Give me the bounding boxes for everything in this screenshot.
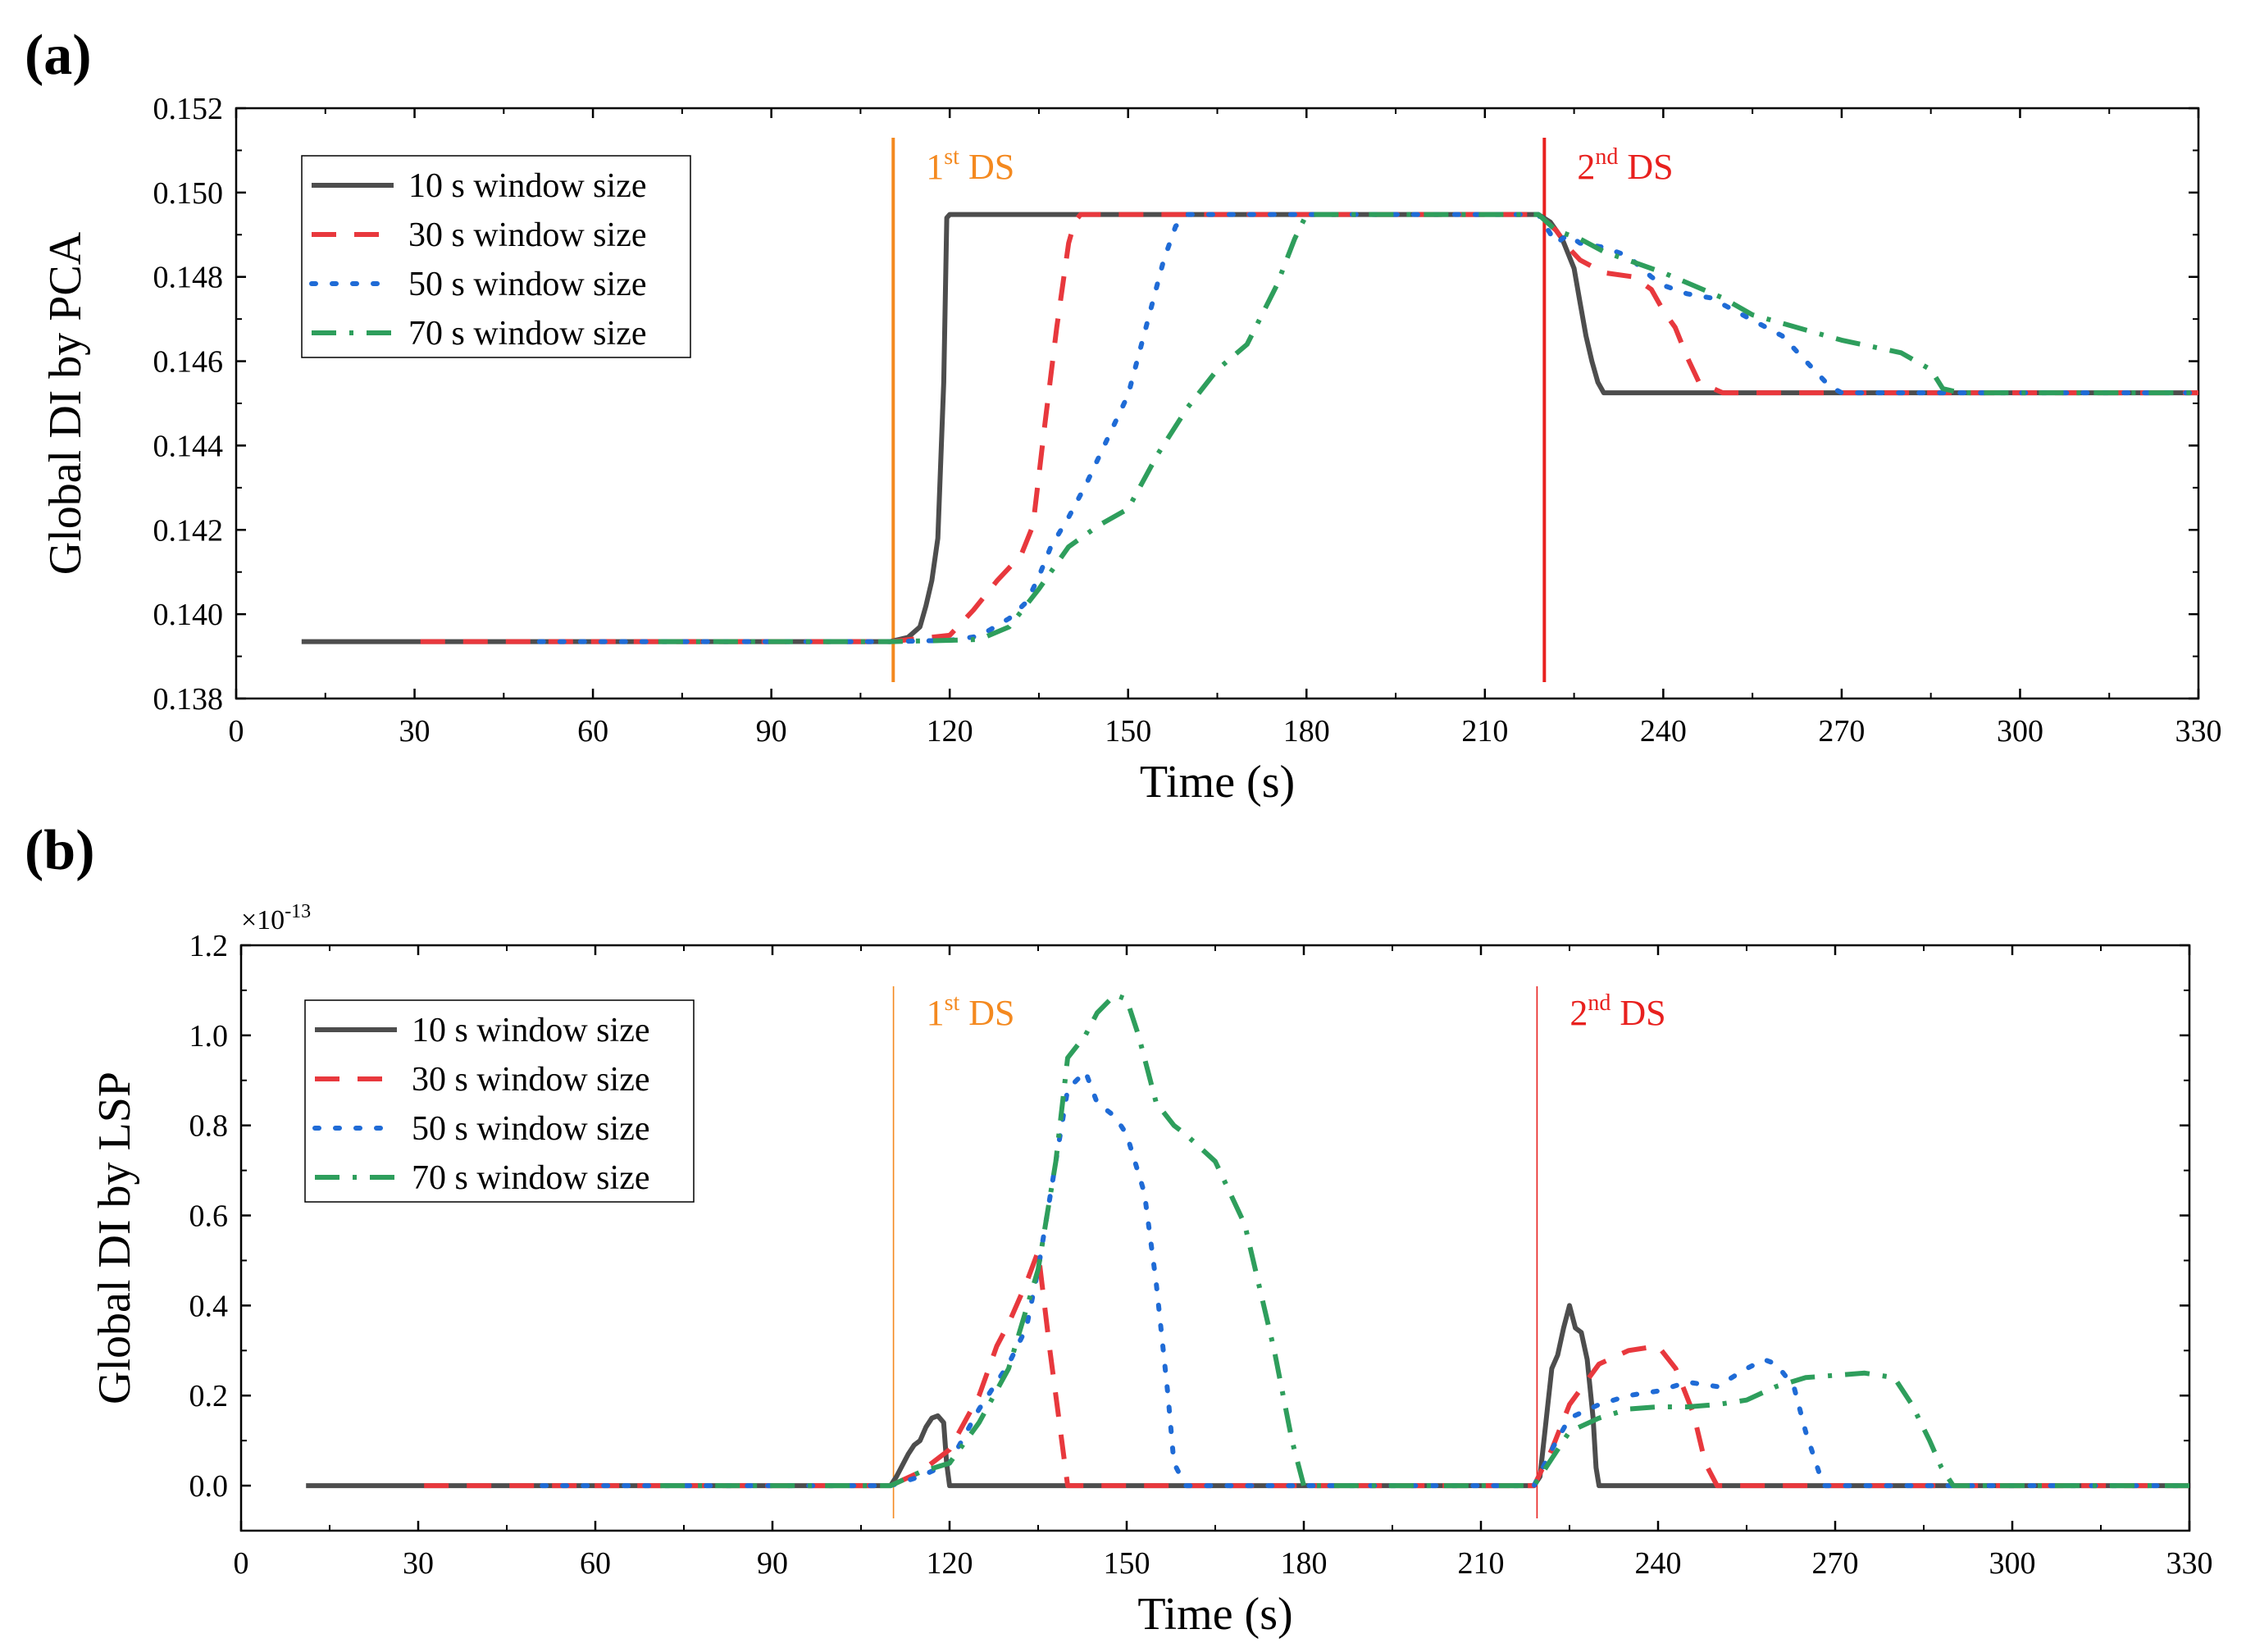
panel-b-y-tick-label: 0.0	[189, 1469, 229, 1504]
panel-b-ds-label-tail: DS	[1610, 993, 1665, 1033]
panel-b-y-tick-label: 0.4	[189, 1289, 229, 1323]
panel-b-x-tick-label: 120	[927, 1546, 973, 1581]
panel-a-label: (a)	[25, 24, 92, 87]
panel-a-series-4-line	[658, 212, 2198, 644]
panel-b-x-tick-label: 330	[2166, 1546, 2213, 1581]
panel-b-y-tick-label: 1.2	[189, 929, 229, 963]
panel-b-ds-label-sup: st	[945, 990, 960, 1016]
panel-b-ds-label-sup: nd	[1588, 990, 1610, 1016]
panel-a-y-tick-label: 0.140	[153, 598, 224, 632]
panel-a-x-tick-label: 270	[1818, 714, 1865, 749]
panel-b-ds-label-base: 1	[927, 993, 945, 1033]
panel-b-axis-multiplier-exp: -13	[285, 901, 311, 922]
panel-a-legend-label-2: 30 s window size	[408, 216, 646, 254]
panel-b-legend-label-1: 10 s window size	[412, 1012, 649, 1049]
panel-a-legend-label-1: 10 s window size	[408, 167, 646, 205]
panel-b-x-tick-label: 270	[1812, 1546, 1859, 1581]
panel-a-y-tick-label: 0.152	[153, 92, 224, 126]
panel-b-y-axis-title: Global DI by LSP	[89, 1072, 140, 1404]
panel-a-legend-label-3: 50 s window size	[408, 266, 646, 303]
panel-b-series-4-line	[660, 992, 2189, 1489]
panel-a-y-tick-label: 0.146	[153, 345, 224, 380]
panel-a-x-tick-label: 330	[2175, 714, 2222, 749]
panel-b-x-tick-label: 180	[1281, 1546, 1328, 1581]
panel-b-y-tick-label: 0.2	[189, 1379, 229, 1413]
panel-b-axis-multiplier: ×10-13	[241, 901, 311, 935]
panel-b-x-tick-label: 30	[403, 1546, 434, 1581]
panel-a-ds-label-base: 2	[1577, 147, 1595, 187]
panel-a-legend-label-4: 70 s window size	[408, 315, 646, 353]
panel-a-ds-label-sup: st	[944, 144, 959, 170]
panel-a-x-axis-title: Time (s)	[1140, 757, 1295, 808]
panel-b-ds-label-base: 2	[1569, 993, 1588, 1033]
panel-a-x-tick-label: 180	[1283, 714, 1330, 749]
panel-a-x-tick-label: 30	[399, 714, 431, 749]
panel-a-y-tick-label: 0.142	[153, 513, 224, 548]
panel-b-legend-box	[304, 999, 695, 1203]
panel-b-series-2-line	[424, 1249, 2189, 1489]
panel-a-x-tick-label: 240	[1640, 714, 1687, 749]
panel-a-legend-box	[301, 155, 691, 358]
panel-a-ds-label-2: 2nd DS	[1577, 144, 1673, 187]
panel-a-y-tick-label: 0.148	[153, 261, 224, 295]
panel-b-series-3-line	[540, 1068, 2192, 1489]
panel-a-x-tick-label: 120	[927, 714, 973, 749]
panel-a-y-tick-label: 0.150	[153, 176, 224, 211]
panel-b-y-tick-label: 0.6	[189, 1199, 229, 1234]
panel-a-ds-label-base: 1	[926, 147, 944, 187]
panel-b-x-tick-label: 90	[757, 1546, 788, 1581]
panel-b-x-tick-label: 300	[1989, 1546, 2036, 1581]
panel-a-y-tick-label: 0.144	[153, 429, 224, 463]
panel-a-x-tick-label: 150	[1105, 714, 1151, 749]
panel-b-x-tick-label: 60	[580, 1546, 611, 1581]
panel-b-y-tick-label: 1.0	[189, 1019, 229, 1054]
panel-b: (b) 0 30 60 90 120 150 180 210 240 270 300 330 0.0 0.2…	[25, 819, 2213, 1640]
panel-b-x-tick-label: 0	[234, 1546, 249, 1581]
panel-a-x-tick-label: 210	[1461, 714, 1508, 749]
panel-a-y-axis-title: Global DI by PCA	[40, 231, 91, 575]
panel-a-series-2-line	[420, 212, 2198, 644]
panel-b-ds-label-tail: DS	[959, 993, 1014, 1033]
panel-a-x-tick-label: 60	[577, 714, 608, 749]
panel-a-x-tick-label: 90	[756, 714, 787, 749]
panel-a-x-tick-label: 0	[229, 714, 244, 749]
panel-b-x-tick-label: 150	[1104, 1546, 1150, 1581]
panel-a-ds-label-1: 1st DS	[926, 144, 1014, 187]
panel-b-x-axis-title: Time (s)	[1137, 1589, 1292, 1640]
panel-b-label: (b)	[25, 819, 95, 882]
panel-a-ds-label-tail: DS	[959, 147, 1014, 187]
panel-a-y-tick-label: 0.138	[153, 682, 224, 717]
panel-a-ds-label-tail: DS	[1618, 147, 1673, 187]
panel-b-ds-label-2: 2nd DS	[1569, 990, 1665, 1033]
panel-b-ds-label-1: 1st DS	[927, 990, 1015, 1033]
panel-b-legend-label-2: 30 s window size	[412, 1061, 649, 1099]
panel-b-legend-label-3: 50 s window size	[412, 1110, 649, 1148]
panel-a-x-tick-label: 300	[1997, 714, 2043, 749]
panel-b-axis-multiplier-base: ×10	[241, 905, 285, 935]
panel-a-ds-label-sup: nd	[1595, 144, 1618, 170]
panel-b-x-tick-label: 240	[1635, 1546, 1682, 1581]
panel-b-x-tick-label: 210	[1458, 1546, 1505, 1581]
panel-b-y-tick-label: 0.8	[189, 1109, 229, 1144]
panel-b-legend-label-4: 70 s window size	[412, 1159, 649, 1197]
panel-a: (a) 0 30 60 90 120 150 180 210 240 270 300 330 0.138 0…	[25, 24, 2222, 808]
panel-a-series-3-line	[536, 212, 2201, 644]
